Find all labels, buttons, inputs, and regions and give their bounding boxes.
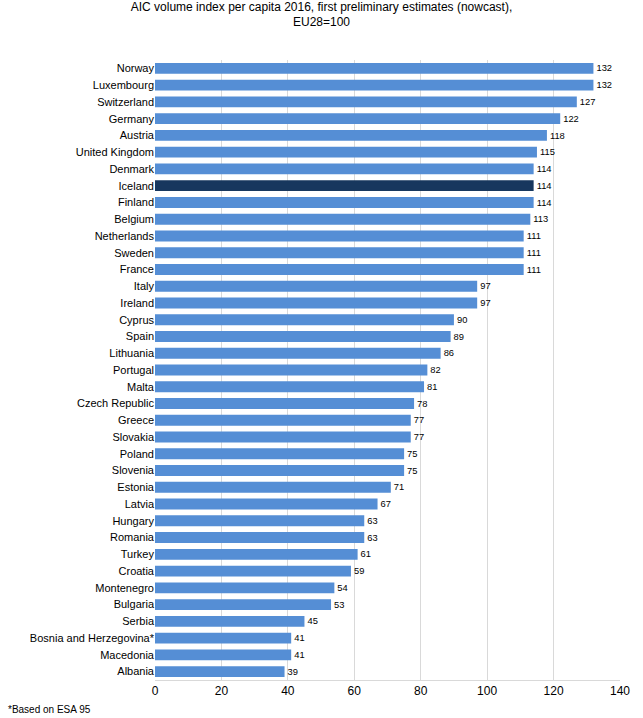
- svg-text:114: 114: [537, 181, 552, 191]
- svg-text:45: 45: [307, 616, 317, 626]
- svg-text:Bulgaria: Bulgaria: [114, 598, 155, 610]
- svg-text:Italy: Italy: [134, 280, 155, 292]
- svg-text:United Kingdom: United Kingdom: [76, 146, 154, 158]
- svg-text:63: 63: [367, 533, 377, 543]
- svg-text:Hungary: Hungary: [112, 515, 154, 527]
- svg-text:82: 82: [430, 365, 440, 375]
- svg-text:97: 97: [480, 298, 490, 308]
- svg-text:77: 77: [414, 432, 424, 442]
- svg-text:Spain: Spain: [126, 330, 154, 342]
- svg-text:Germany: Germany: [109, 113, 155, 125]
- svg-text:Poland: Poland: [120, 448, 154, 460]
- svg-text:114: 114: [537, 164, 552, 174]
- svg-text:Ireland: Ireland: [120, 297, 154, 309]
- svg-text:Slovenia: Slovenia: [112, 464, 155, 476]
- svg-text:40: 40: [281, 684, 295, 698]
- svg-text:Lithuania: Lithuania: [109, 347, 155, 359]
- svg-text:132: 132: [596, 63, 612, 73]
- svg-text:20: 20: [215, 684, 229, 698]
- svg-text:Netherlands: Netherlands: [95, 230, 155, 242]
- svg-text:39: 39: [288, 667, 298, 677]
- svg-text:41: 41: [294, 650, 304, 660]
- svg-text:122: 122: [563, 114, 579, 124]
- svg-text:67: 67: [381, 499, 391, 509]
- svg-text:Denmark: Denmark: [109, 163, 154, 175]
- svg-text:Serbia: Serbia: [122, 615, 155, 627]
- svg-text:AIC volume index per capita 20: AIC volume index per capita 2016, first …: [131, 0, 513, 29]
- svg-text:Latvia: Latvia: [125, 498, 155, 510]
- svg-text:54: 54: [337, 583, 347, 593]
- svg-text:63: 63: [367, 516, 377, 526]
- svg-text:78: 78: [417, 399, 427, 409]
- svg-text:Austria: Austria: [120, 129, 155, 141]
- svg-text:Norway: Norway: [117, 62, 155, 74]
- svg-text:Bosnia and Herzegovina*: Bosnia and Herzegovina*: [30, 632, 155, 644]
- svg-text:Greece: Greece: [118, 414, 154, 426]
- svg-text:132: 132: [596, 80, 612, 90]
- svg-text:111: 111: [527, 265, 541, 275]
- svg-text:60: 60: [348, 684, 362, 698]
- svg-text:140: 140: [610, 684, 630, 698]
- svg-text:*Based on ESA 95: *Based on ESA 95: [8, 704, 91, 715]
- svg-text:61: 61: [361, 549, 371, 559]
- svg-text:Iceland: Iceland: [119, 180, 154, 192]
- svg-text:120: 120: [544, 684, 564, 698]
- svg-text:100: 100: [477, 684, 497, 698]
- svg-text:Macedonia: Macedonia: [100, 649, 155, 661]
- svg-text:Czech Republic: Czech Republic: [77, 397, 155, 409]
- svg-text:86: 86: [444, 348, 454, 358]
- svg-text:77: 77: [414, 415, 424, 425]
- svg-text:113: 113: [533, 214, 548, 224]
- svg-text:Estonia: Estonia: [117, 481, 155, 493]
- svg-text:Turkey: Turkey: [121, 548, 155, 560]
- svg-text:59: 59: [354, 566, 364, 576]
- svg-text:Montenegro: Montenegro: [95, 582, 154, 594]
- svg-text:Portugal: Portugal: [113, 364, 154, 376]
- svg-text:89: 89: [454, 332, 464, 342]
- svg-text:97: 97: [480, 281, 490, 291]
- svg-text:Luxembourg: Luxembourg: [93, 79, 154, 91]
- svg-text:90: 90: [457, 315, 467, 325]
- svg-text:Sweden: Sweden: [114, 247, 154, 259]
- svg-text:Albania: Albania: [117, 665, 155, 677]
- svg-text:71: 71: [394, 482, 404, 492]
- svg-text:118: 118: [550, 131, 565, 141]
- svg-text:81: 81: [427, 382, 437, 392]
- svg-text:Croatia: Croatia: [119, 565, 155, 577]
- svg-text:41: 41: [294, 633, 304, 643]
- svg-text:114: 114: [537, 198, 552, 208]
- svg-text:75: 75: [407, 449, 417, 459]
- svg-text:Switzerland: Switzerland: [97, 96, 154, 108]
- svg-text:53: 53: [334, 600, 344, 610]
- svg-text:Romania: Romania: [110, 531, 155, 543]
- svg-text:Malta: Malta: [127, 381, 155, 393]
- svg-text:80: 80: [414, 684, 428, 698]
- svg-text:Belgium: Belgium: [114, 213, 154, 225]
- svg-text:France: France: [120, 263, 154, 275]
- svg-text:75: 75: [407, 466, 417, 476]
- svg-text:Finland: Finland: [118, 196, 154, 208]
- svg-text:115: 115: [540, 147, 555, 157]
- svg-text:111: 111: [527, 248, 541, 258]
- svg-text:111: 111: [527, 231, 541, 241]
- svg-text:127: 127: [580, 97, 596, 107]
- svg-text:Slovakia: Slovakia: [112, 431, 154, 443]
- svg-text:0: 0: [152, 684, 159, 698]
- svg-text:Cyprus: Cyprus: [119, 314, 154, 326]
